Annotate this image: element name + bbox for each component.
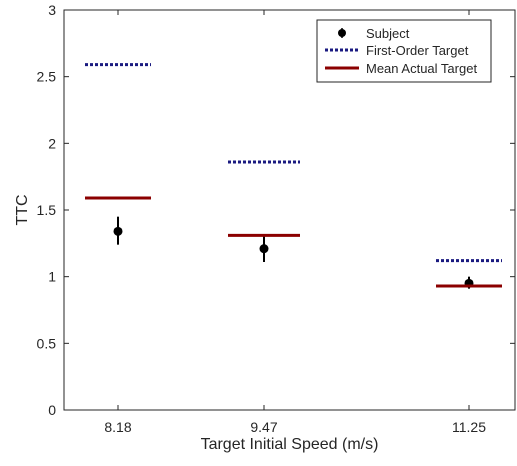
plot-marks [85,63,502,289]
legend-label: Mean Actual Target [366,61,477,76]
legend-label: Subject [366,26,410,41]
y-tick-label: 3 [48,2,56,18]
y-tick-label: 2.5 [37,69,57,85]
x-tick-label: 8.18 [104,419,131,435]
x-tick-label: 11.25 [452,419,486,435]
y-tick-label: 2 [48,135,56,151]
y-axis-label: TTC [14,194,31,225]
y-tick-label: 1.5 [37,202,57,218]
legend-label: First-Order Target [366,43,469,58]
legend: Subject First-Order Target Mean Actual Tar… [316,19,492,83]
y-tick-label: 1 [48,269,56,285]
y-tick-label: 0.5 [37,335,57,351]
x-tick-label: 9.47 [250,419,277,435]
y-tick-label: 0 [48,402,56,418]
subject-point [259,244,269,254]
subject-point [113,226,123,236]
x-axis-label: Target Initial Speed (m/s) [201,436,379,453]
axes: 0 0.5 1 1.5 2 2.5 3 8.18 9.47 11.25 [37,2,516,435]
legend-subject-marker [338,29,346,37]
